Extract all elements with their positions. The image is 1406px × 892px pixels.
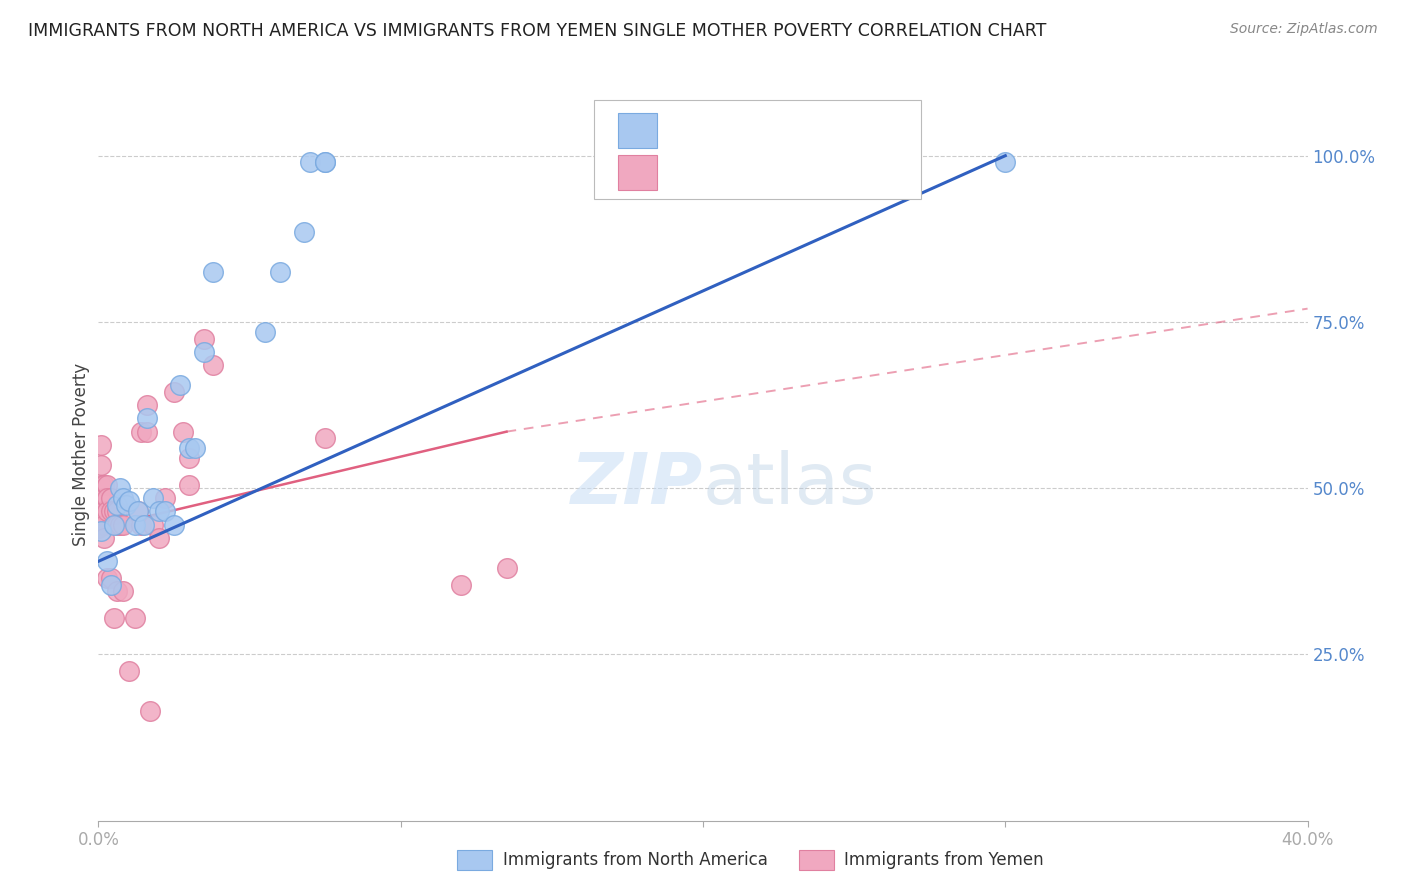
Point [96, 491, 118, 505]
FancyBboxPatch shape [619, 154, 657, 190]
Point [135, 398, 157, 412]
Point [132, 517, 155, 532]
Text: N = 46: N = 46 [811, 161, 879, 178]
Point [193, 332, 215, 346]
Text: Immigrants from Yemen: Immigrants from Yemen [844, 851, 1043, 869]
Point [100, 504, 122, 518]
Point [314, 155, 336, 169]
Point [127, 504, 149, 518]
Point [163, 517, 186, 532]
Point [108, 481, 131, 495]
Point [450, 577, 472, 591]
Point [142, 491, 165, 505]
Point [100, 571, 122, 585]
Y-axis label: Single Mother Poverty: Single Mother Poverty [72, 363, 90, 547]
Point [96, 554, 118, 568]
Point [148, 531, 170, 545]
Point [93, 504, 115, 518]
Point [179, 451, 201, 466]
Point [179, 442, 201, 456]
Point [129, 517, 152, 532]
Point [127, 504, 149, 518]
Text: N = 29: N = 29 [811, 117, 879, 135]
Text: Immigrants from North America: Immigrants from North America [503, 851, 768, 869]
Point [142, 517, 165, 532]
Text: atlas: atlas [703, 450, 877, 518]
Point [100, 577, 122, 591]
Point [105, 517, 128, 532]
Point [179, 478, 201, 492]
Point [129, 425, 152, 439]
Point [103, 611, 125, 625]
Point [96, 504, 118, 518]
Point [184, 442, 207, 456]
Text: R =: R = [672, 117, 710, 135]
Point [87, 508, 110, 522]
Point [124, 517, 146, 532]
Point [90, 478, 112, 492]
Point [994, 155, 1017, 169]
Point [193, 344, 215, 359]
Point [103, 504, 125, 518]
Point [87, 521, 110, 535]
Point [124, 611, 146, 625]
Point [93, 491, 115, 505]
Point [108, 517, 131, 532]
Point [299, 155, 322, 169]
Point [90, 458, 112, 472]
Point [153, 504, 176, 518]
Point [169, 378, 191, 392]
Point [90, 524, 112, 539]
Point [96, 571, 118, 585]
Point [253, 325, 276, 339]
Text: 0.358: 0.358 [738, 161, 794, 178]
Text: R =: R = [672, 161, 710, 178]
Point [90, 438, 112, 452]
Point [148, 504, 170, 518]
Point [139, 704, 162, 718]
Point [93, 517, 115, 532]
Point [269, 265, 291, 279]
FancyBboxPatch shape [619, 112, 657, 148]
Point [118, 664, 141, 678]
Point [314, 155, 336, 169]
Point [93, 478, 115, 492]
FancyBboxPatch shape [595, 100, 921, 199]
Point [105, 584, 128, 599]
Point [111, 584, 134, 599]
Text: Source: ZipAtlas.com: Source: ZipAtlas.com [1230, 22, 1378, 37]
Point [90, 494, 112, 508]
Point [292, 225, 315, 239]
Point [111, 491, 134, 505]
Point [135, 411, 157, 425]
Point [314, 431, 336, 445]
Point [135, 425, 157, 439]
Text: IMMIGRANTS FROM NORTH AMERICA VS IMMIGRANTS FROM YEMEN SINGLE MOTHER POVERTY COR: IMMIGRANTS FROM NORTH AMERICA VS IMMIGRA… [28, 22, 1046, 40]
Point [105, 498, 128, 512]
Point [153, 491, 176, 505]
Point [495, 561, 517, 575]
Point [111, 517, 134, 532]
Point [202, 358, 225, 372]
Point [105, 504, 128, 518]
Point [172, 425, 194, 439]
Point [103, 517, 125, 532]
Point [100, 491, 122, 505]
Point [202, 265, 225, 279]
Text: ZIP: ZIP [571, 450, 703, 518]
Point [96, 478, 118, 492]
Point [118, 494, 141, 508]
Point [93, 531, 115, 545]
Text: 0.716: 0.716 [738, 117, 794, 135]
Point [163, 384, 186, 399]
Point [114, 498, 136, 512]
